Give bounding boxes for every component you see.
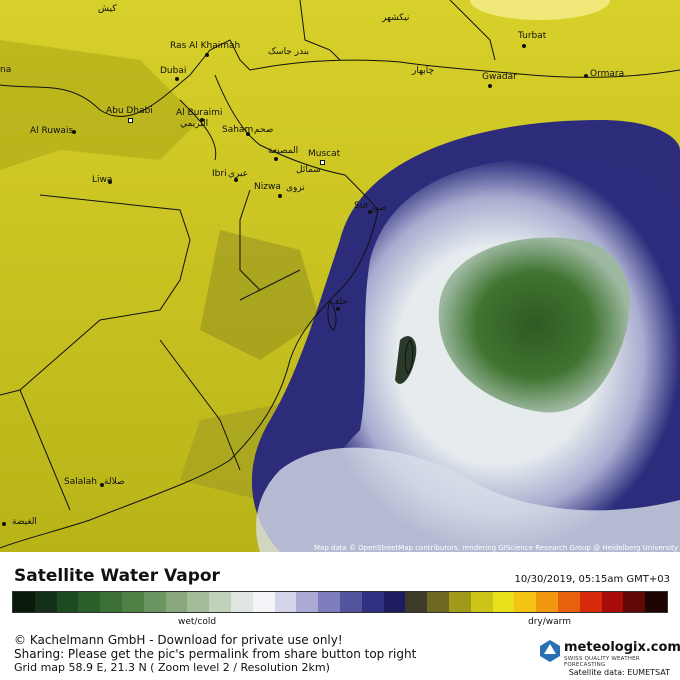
coastlines — [0, 39, 680, 549]
place-label: Ormara — [590, 69, 625, 79]
timestamp: 10/30/2019, 05:15am GMT+03 — [514, 574, 670, 585]
place-label: صور — [370, 203, 387, 213]
footer — [0, 552, 680, 680]
map-graphics — [0, 0, 680, 552]
city-marker — [584, 74, 588, 78]
place-label: سمائل — [296, 165, 321, 175]
city-marker — [234, 178, 238, 182]
city-marker — [205, 53, 209, 57]
city-marker — [278, 194, 282, 198]
place-label: Sur — [354, 201, 370, 211]
place-label: Turbat — [518, 31, 547, 41]
place-label: عبري — [228, 169, 249, 179]
brand-name[interactable]: meteologix.com — [564, 640, 680, 655]
place-label: نیکشهر — [382, 13, 410, 23]
province-border — [239, 189, 261, 291]
place-label: Abu Dhabi — [106, 106, 153, 116]
place-label: Liwa — [92, 175, 113, 185]
copyright-notice: © Kachelmann GmbH - Download for private… — [14, 633, 343, 647]
place-label: Ras Al Khaimah — [170, 41, 241, 51]
place-label: Al Buraimi — [176, 108, 223, 118]
masirah-island — [327, 298, 337, 331]
place-label: صحم — [254, 125, 274, 135]
place-label: نزوى — [286, 183, 305, 193]
city-marker — [200, 118, 204, 122]
warm-spot — [470, 0, 610, 20]
brand-tagline: SWISS QUALITY WEATHER FORECASTING — [564, 656, 640, 668]
city-marker — [246, 132, 250, 136]
borders — [0, 0, 496, 511]
place-label: کیش — [98, 4, 117, 14]
arabia-south-coast — [0, 209, 379, 549]
place-label: Dubai — [160, 66, 187, 76]
city-marker — [175, 77, 179, 81]
dry-streak — [200, 230, 320, 360]
oman-coast — [214, 74, 379, 211]
scale-label-wet: wet/cold — [178, 617, 217, 627]
satellite-source: Satellite data: EUMETSAT — [568, 668, 670, 677]
border — [299, 0, 341, 61]
place-label: حلف — [330, 297, 348, 307]
oman-yemen-border — [159, 339, 241, 471]
city-marker — [2, 522, 6, 526]
iran-pakistan-coast — [249, 59, 680, 78]
border — [19, 389, 71, 511]
place-label: بندر جاسک — [268, 47, 310, 57]
city-marker — [368, 210, 372, 214]
grid-info: Grid map 58.9 E, 21.3 N ( Zoom level 2 /… — [14, 661, 330, 674]
sharing-notice: Sharing: Please get the pic's permalink … — [14, 647, 417, 661]
color-scale-bar — [12, 591, 668, 613]
border — [179, 99, 217, 161]
satellite-map: کیش بندر جاسک Ras Al Khaimah Dubai Abu D… — [0, 0, 680, 552]
gulf-coast — [0, 39, 251, 117]
capital-marker — [128, 118, 133, 123]
place-label: na — [0, 65, 12, 75]
place-label: Al Ruwais — [30, 126, 74, 136]
city-marker — [108, 180, 112, 184]
city-marker — [100, 483, 104, 487]
place-label: Nizwa — [254, 182, 281, 192]
place-label: المصنعة — [268, 146, 299, 156]
place-label: صلالة — [104, 477, 125, 487]
place-label: Saham — [222, 125, 254, 135]
spiral-band — [256, 447, 680, 552]
city-marker — [72, 130, 76, 134]
map-attribution: Map data © OpenStreetMap contributors, r… — [314, 544, 678, 552]
cyclone-core — [438, 237, 630, 413]
place-label: چابهار — [412, 66, 435, 76]
place-label: البريمي — [180, 119, 209, 129]
iran-pakistan-border — [449, 0, 496, 61]
place-label: Gwadar — [482, 72, 517, 82]
scale-label-dry: dry/warm — [528, 617, 571, 627]
city-marker — [336, 307, 340, 311]
city-marker — [522, 44, 526, 48]
uae-saudi-border — [0, 194, 191, 396]
product-title: Satellite Water Vapor — [14, 566, 220, 586]
capital-marker — [320, 160, 325, 165]
place-label: Salalah — [64, 477, 97, 487]
city-marker — [488, 84, 492, 88]
dry-streak — [0, 40, 200, 170]
meteologix-logo-icon[interactable] — [540, 640, 560, 662]
city-marker — [274, 157, 278, 161]
place-label: Ibri — [212, 169, 227, 179]
island — [404, 339, 414, 375]
place-label: الغيضة — [12, 517, 37, 527]
place-label: Muscat — [308, 149, 341, 159]
